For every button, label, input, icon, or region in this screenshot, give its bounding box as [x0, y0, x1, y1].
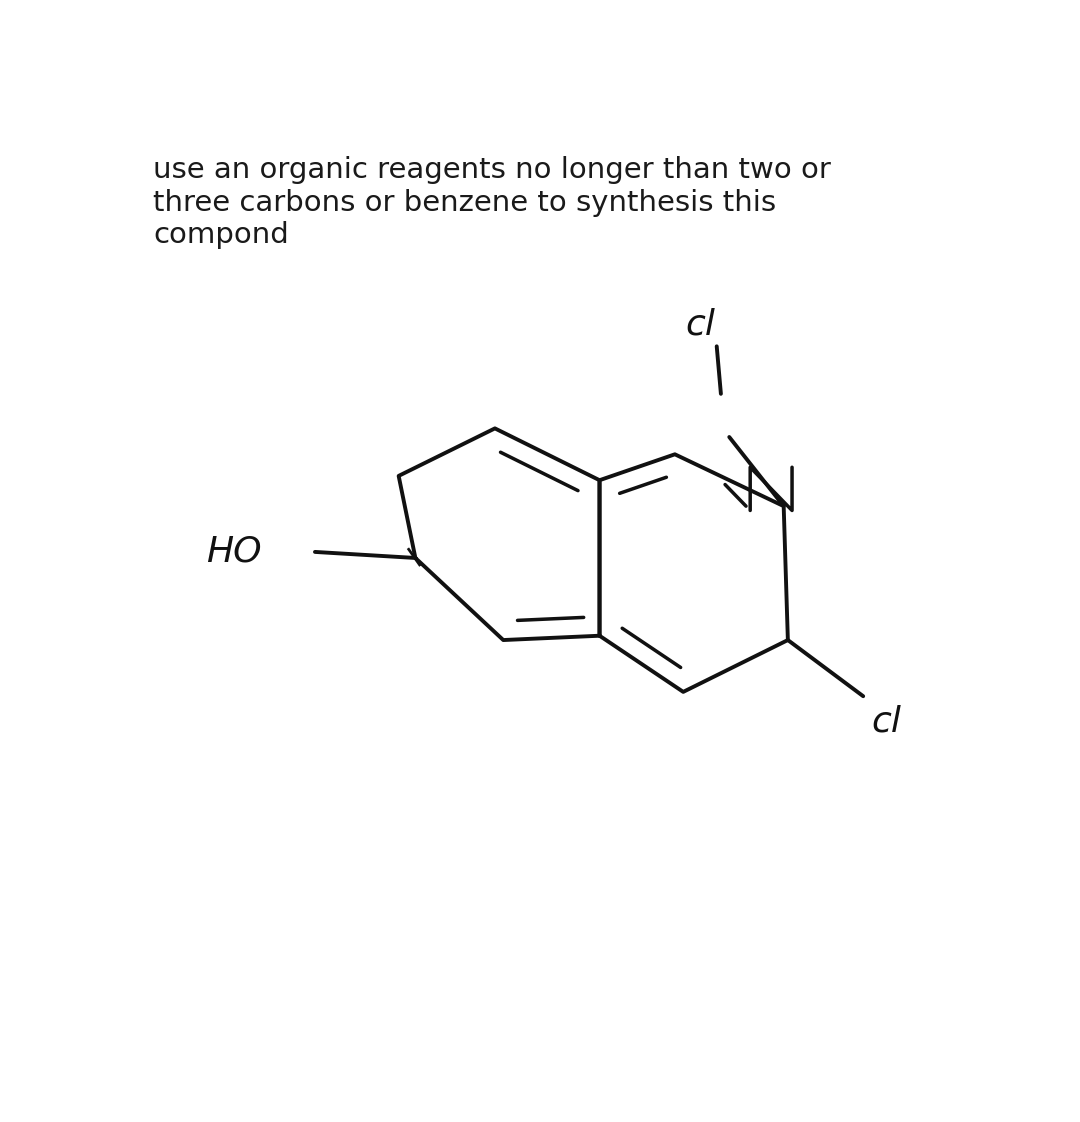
Text: use an organic reagents no longer than two or
three carbons or benzene to synthe: use an organic reagents no longer than t…	[153, 156, 832, 249]
Text: cl: cl	[685, 307, 715, 341]
Text: HO: HO	[206, 535, 261, 569]
Text: cl: cl	[872, 705, 902, 739]
